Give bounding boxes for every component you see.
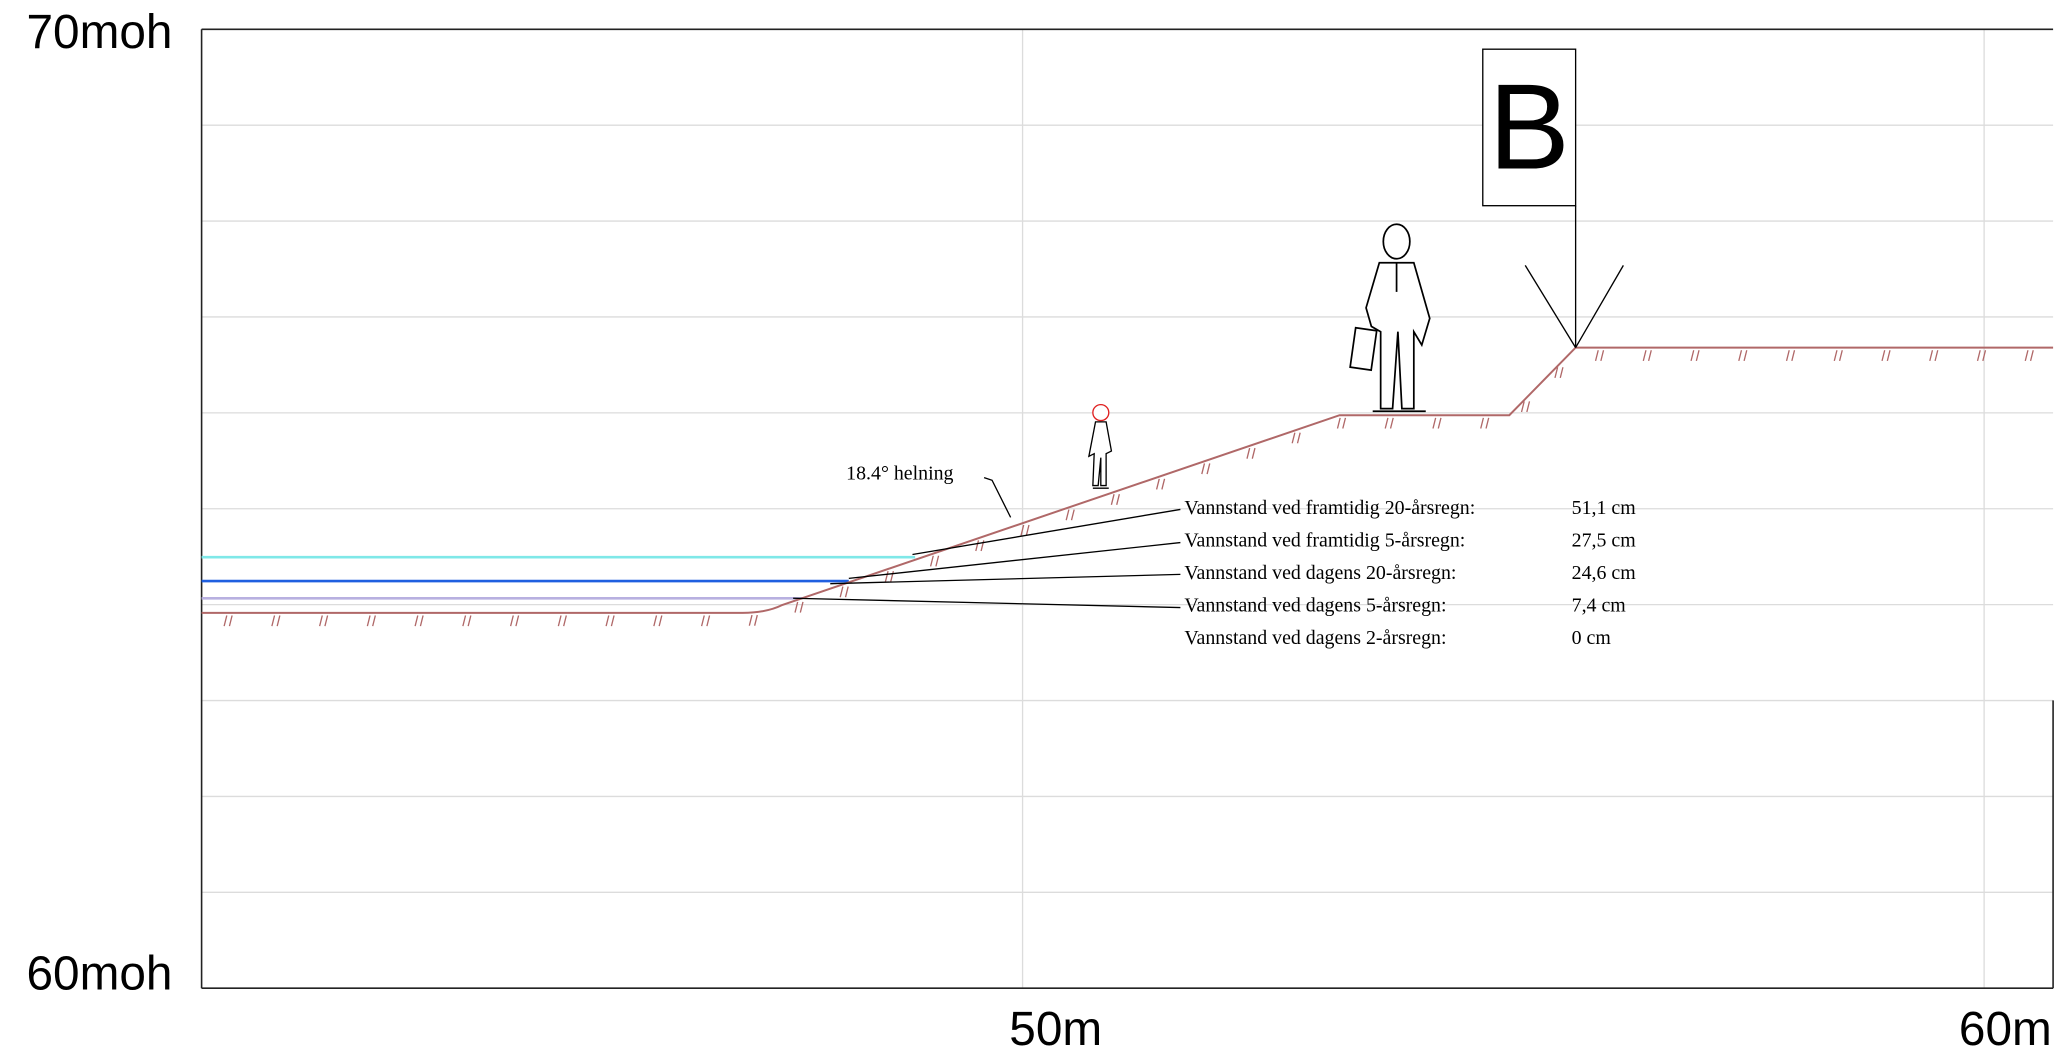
water-level-label: Vannstand ved framtidig 20-årsregn: — [1184, 497, 1475, 519]
hatch-mark — [1480, 417, 1490, 429]
hatch-mark — [1020, 524, 1030, 536]
y-bottom-label: 60moh — [26, 948, 172, 1001]
hatch-mark — [1520, 401, 1531, 413]
hatch-mark — [318, 615, 329, 627]
hatch-mark — [700, 615, 711, 627]
marker-arrow — [1524, 205, 1624, 348]
water-level-label: Vannstand ved dagens 2-årsregn: — [1184, 627, 1446, 649]
hatch-mark — [1833, 350, 1843, 362]
water-level-list: Vannstand ved framtidig 20-årsregn: 51,1 … — [1184, 497, 1636, 649]
water-level-label: Vannstand ved framtidig 5-årsregn: — [1184, 529, 1465, 551]
hatch-mark — [839, 586, 849, 598]
hatch-mark — [509, 615, 520, 627]
water-level-value: 7,4 cm — [1572, 594, 1627, 616]
hatch-mark — [223, 615, 233, 627]
hatch-mark — [366, 615, 376, 627]
adult-figure — [1349, 223, 1431, 413]
hatch-mark — [1110, 494, 1121, 505]
hatch-mark — [414, 615, 424, 627]
hatch-mark — [1738, 350, 1748, 362]
hatch-mark — [1201, 463, 1211, 475]
marker-label: B — [1489, 59, 1570, 195]
hatch-mark — [1785, 350, 1796, 362]
hatch-mark — [1881, 350, 1891, 362]
grid — [201, 29, 2054, 989]
hatch-mark — [884, 571, 895, 582]
hatch-mark — [1929, 350, 1939, 362]
water-level-label: Vannstand ved dagens 5-årsregn: — [1184, 594, 1446, 616]
hatch-mark — [462, 615, 472, 627]
hatch-mark — [1291, 432, 1301, 444]
water-level-label: Vannstand ved dagens 20-årsregn: — [1184, 562, 1456, 584]
hatch-mark — [557, 615, 567, 627]
child-figure — [1087, 403, 1113, 489]
y-top-label: 70moh — [26, 6, 172, 59]
hatch-mark — [1554, 367, 1564, 379]
hatch-mark — [1642, 350, 1652, 362]
water-level-value: 51,1 cm — [1572, 497, 1637, 519]
hatch-mark — [271, 615, 281, 627]
leader-lines — [793, 476, 1181, 609]
hatch-mark — [1336, 417, 1347, 429]
slope-label: 18.4° helning — [846, 462, 953, 484]
hatch-mark — [1155, 478, 1166, 490]
hatch-mark — [1384, 417, 1394, 429]
hatch-mark — [1246, 447, 1256, 459]
hatch-mark — [794, 601, 804, 613]
hatch-mark — [653, 615, 663, 627]
water-level-value: 0 cm — [1572, 627, 1612, 649]
water-level-value: 24,6 cm — [1572, 562, 1637, 584]
hatch-mark — [1432, 417, 1442, 429]
hatch-mark — [605, 615, 615, 627]
hatch-mark — [1594, 350, 1605, 362]
terrain — [201, 346, 2054, 614]
hatch-mark — [748, 614, 758, 626]
hatch-mark — [1065, 509, 1075, 521]
hatch-mark — [2024, 350, 2034, 362]
ground-hatch — [223, 350, 2034, 627]
hatch-mark — [929, 555, 940, 567]
marker-box — [1482, 48, 1577, 207]
hatch-mark — [1690, 350, 1700, 362]
x-label: 60m — [1959, 1003, 2052, 1048]
hatch-mark — [1976, 350, 1987, 362]
x-label: 50m — [1009, 1003, 1102, 1048]
water-level-value: 27,5 cm — [1572, 529, 1637, 551]
